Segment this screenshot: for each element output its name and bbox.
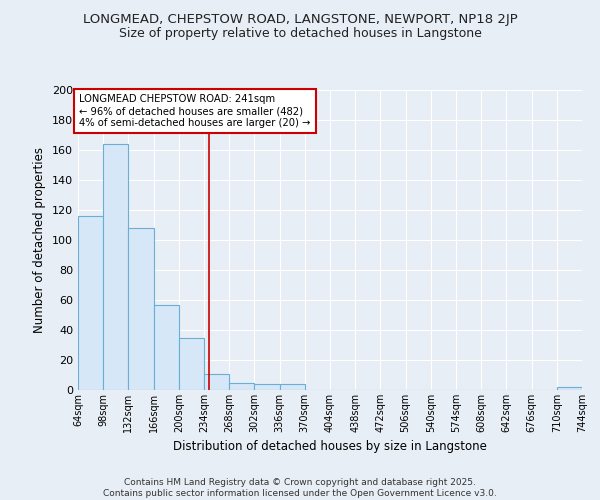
Bar [204,374,229,390]
Bar [254,384,280,390]
Bar [179,338,204,390]
Bar [103,144,128,390]
Bar [280,384,305,390]
Text: LONGMEAD CHEPSTOW ROAD: 241sqm
← 96% of detached houses are smaller (482)
4% of : LONGMEAD CHEPSTOW ROAD: 241sqm ← 96% of … [79,94,311,128]
Bar [128,228,154,390]
Bar [154,304,179,390]
Text: Size of property relative to detached houses in Langstone: Size of property relative to detached ho… [119,28,481,40]
Y-axis label: Number of detached properties: Number of detached properties [34,147,46,333]
Bar [229,382,254,390]
Bar [557,387,582,390]
Text: LONGMEAD, CHEPSTOW ROAD, LANGSTONE, NEWPORT, NP18 2JP: LONGMEAD, CHEPSTOW ROAD, LANGSTONE, NEWP… [83,12,517,26]
X-axis label: Distribution of detached houses by size in Langstone: Distribution of detached houses by size … [173,440,487,454]
Text: Contains HM Land Registry data © Crown copyright and database right 2025.
Contai: Contains HM Land Registry data © Crown c… [103,478,497,498]
Bar [78,216,103,390]
